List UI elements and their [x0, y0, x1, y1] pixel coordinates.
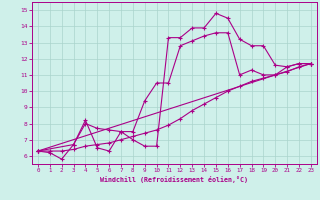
X-axis label: Windchill (Refroidissement éolien,°C): Windchill (Refroidissement éolien,°C)	[100, 176, 248, 183]
